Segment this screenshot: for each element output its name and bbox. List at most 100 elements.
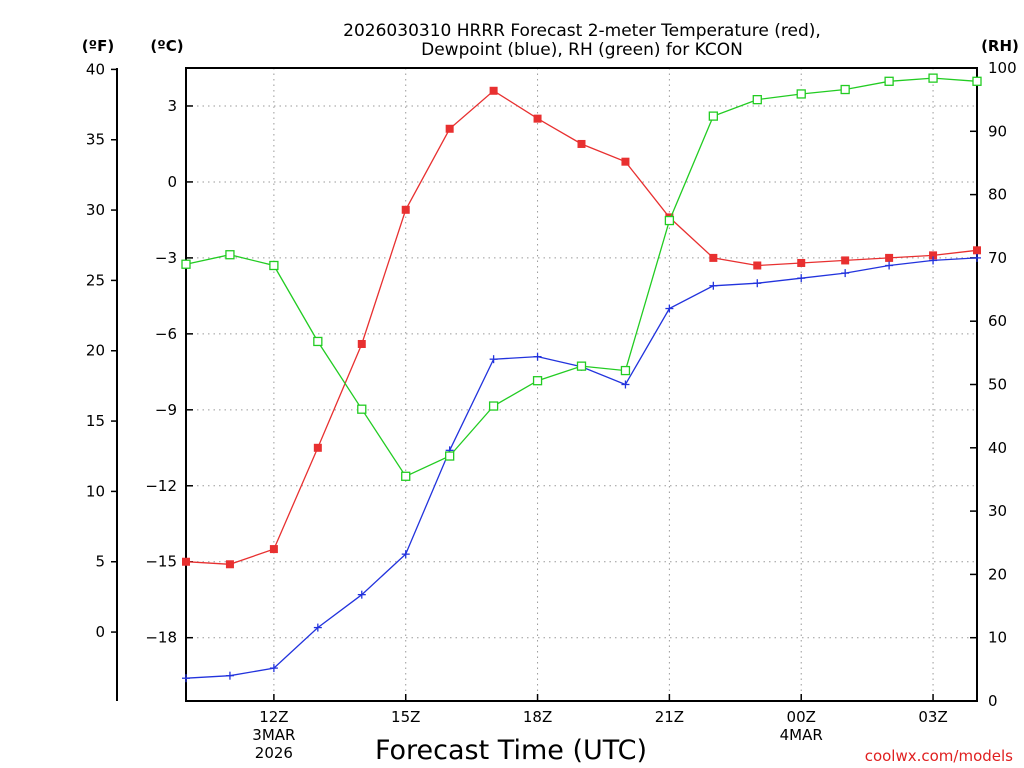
fahrenheit-tick-label: 35 — [86, 131, 105, 149]
fahrenheit-tick-label: 40 — [86, 60, 105, 78]
celsius-tick-label: −18 — [145, 629, 177, 647]
celsius-tick-label: −9 — [155, 401, 177, 419]
dewpoint-point — [797, 274, 806, 283]
temperature-point — [577, 139, 586, 148]
rh-tick-label: 60 — [988, 312, 1007, 330]
dewpoint-point — [885, 261, 894, 270]
rh-point — [576, 361, 587, 371]
x-axis-title: Forecast Time (UTC) — [375, 735, 647, 766]
x-tick-label: 12Z — [259, 708, 288, 726]
chart-title: 2026030310 HRRR Forecast 2-meter Tempera… — [343, 21, 821, 60]
temperature-point — [621, 157, 630, 166]
dewpoint-line — [185, 257, 978, 679]
temperature-point — [269, 545, 278, 554]
dewpoint-point — [401, 550, 410, 559]
plot-frame — [185, 67, 978, 702]
rh-point — [884, 76, 894, 86]
x-tick-label: 00Z — [787, 708, 816, 726]
rh-point — [708, 111, 718, 121]
temperature-point — [225, 560, 234, 569]
rh-unit-label: (RH) — [981, 37, 1019, 55]
tick-labels: 403530252015105030−3−6−9−12−15−181009080… — [86, 59, 1017, 762]
x-tick-label: 2026 — [255, 744, 293, 762]
temperature-series — [182, 86, 981, 569]
rh-point — [752, 95, 762, 105]
x-tick-label: 4MAR — [780, 726, 823, 744]
temperature-point — [885, 253, 894, 262]
celsius-tick-label: 0 — [167, 173, 177, 191]
rh-point — [796, 89, 806, 99]
temperature-point — [445, 124, 454, 133]
temperature-point — [841, 256, 850, 265]
x-tick-label: 21Z — [655, 708, 684, 726]
rh-point — [488, 401, 499, 411]
temperature-point — [489, 86, 498, 95]
temperature-point — [357, 339, 366, 348]
axes — [116, 67, 978, 702]
rh-point — [313, 336, 323, 347]
fahrenheit-tick-label: 30 — [86, 201, 105, 219]
rh-tick-label: 70 — [988, 249, 1007, 267]
rh-tick-label: 30 — [988, 502, 1007, 520]
temperature-point — [929, 251, 938, 260]
rh-point — [620, 365, 631, 376]
dewpoint-point — [225, 671, 234, 680]
celsius-tick-label: −12 — [145, 477, 177, 495]
dewpoint-point — [709, 281, 718, 290]
rh-tick-label: 40 — [988, 439, 1007, 457]
fahrenheit-tick-label: 10 — [86, 482, 105, 500]
credit-link[interactable]: coolwx.com/models — [865, 747, 1013, 765]
rh-point — [972, 76, 982, 86]
celsius-unit-label: (ºC) — [150, 37, 183, 55]
temperature-point — [313, 443, 322, 452]
temperature-line — [185, 89, 978, 565]
rh-tick-label: 0 — [988, 692, 998, 710]
rh-tick-label: 80 — [988, 186, 1007, 204]
x-tick-label: 18Z — [523, 708, 552, 726]
dewpoint-point — [621, 380, 630, 389]
rh-tick-label: 100 — [988, 59, 1017, 77]
dewpoint-point — [489, 355, 498, 364]
celsius-tick-label: −3 — [155, 249, 177, 267]
rh-point — [269, 260, 279, 271]
rh-point — [928, 73, 938, 83]
rh-point — [532, 376, 543, 386]
title-line-2: Dewpoint (blue), RH (green) for KCON — [421, 40, 743, 60]
x-tick-label: 03Z — [918, 708, 947, 726]
temperature-point — [973, 246, 981, 255]
rh-point — [225, 250, 235, 260]
grid — [186, 68, 977, 701]
fahrenheit-tick-label: 15 — [86, 412, 105, 430]
celsius-tick-label: −15 — [145, 553, 177, 571]
celsius-tick-label: −6 — [155, 325, 177, 343]
dewpoint-point — [533, 352, 542, 361]
celsius-tick-label: 3 — [167, 97, 177, 115]
rh-line — [185, 77, 978, 478]
dewpoint-point — [841, 269, 850, 278]
dewpoint-point — [929, 256, 938, 265]
fahrenheit-tick-label: 20 — [86, 342, 105, 360]
dewpoint-series — [182, 253, 981, 683]
fahrenheit-unit-label: (ºF) — [82, 37, 114, 55]
rh-tick-label: 20 — [988, 565, 1007, 583]
dewpoint-point — [269, 664, 278, 673]
temperature-point — [401, 205, 410, 214]
dewpoint-point — [182, 674, 190, 683]
rh-tick-label: 50 — [988, 376, 1007, 394]
dewpoint-point — [753, 279, 762, 288]
title-line-1: 2026030310 HRRR Forecast 2-meter Tempera… — [343, 21, 821, 41]
rh-tick-label: 10 — [988, 629, 1007, 647]
fahrenheit-tick-label: 25 — [86, 271, 105, 289]
x-tick-label: 3MAR — [252, 726, 295, 744]
fahrenheit-tick-label: 5 — [95, 553, 105, 571]
rh-point — [181, 259, 191, 269]
rh-point — [840, 84, 850, 95]
temperature-point — [533, 114, 542, 123]
series-group — [181, 73, 982, 683]
rh-tick-label: 90 — [988, 122, 1007, 140]
rh-point — [357, 404, 367, 414]
dewpoint-point — [665, 304, 674, 313]
rh-point — [445, 451, 455, 461]
dewpoint-point — [313, 623, 322, 632]
